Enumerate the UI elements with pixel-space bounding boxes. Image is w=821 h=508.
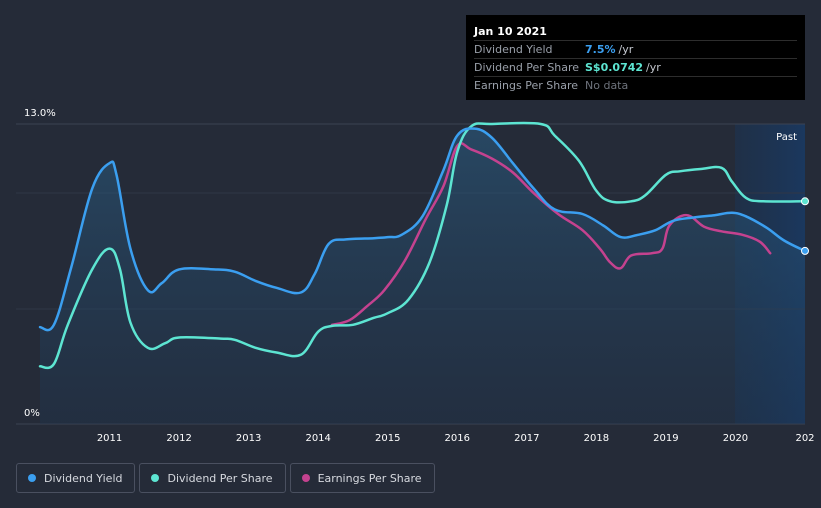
x-tick-label: 2016 <box>445 433 470 444</box>
dividend-yield-end-marker <box>801 246 809 255</box>
dividend-yield-line <box>38 127 807 332</box>
legend-item-earnings-per-share[interactable]: Earnings Per Share <box>289 463 435 493</box>
legend-dot-icon <box>301 474 310 482</box>
legend-item-dividend-per-share[interactable]: Dividend Per Share <box>139 463 286 493</box>
legend-item-dividend-yield[interactable]: Dividend Yield <box>16 463 136 493</box>
legend-label: Earnings Per Share <box>317 471 422 485</box>
x-tick-label: 2011 <box>97 433 122 444</box>
tooltip-row-dividend-yield: Dividend Yield 7.5% /yr <box>474 40 797 58</box>
x-tick-label: 2013 <box>236 433 261 444</box>
tooltip-value: No data <box>585 79 629 92</box>
tooltip-value: 7.5% <box>585 43 616 56</box>
earnings-per-share-line <box>330 142 772 327</box>
x-tick-label: 2014 <box>305 433 330 444</box>
legend-label: Dividend Per Share <box>167 471 273 485</box>
tooltip-label: Dividend Yield <box>474 43 553 56</box>
y-axis-bottom-label: 0% <box>24 408 40 419</box>
tooltip-value: S$0.0742 <box>585 61 644 74</box>
x-tick-label: 2015 <box>375 433 400 444</box>
legend-dot-icon <box>151 474 160 482</box>
tooltip-unit: /yr <box>646 61 661 74</box>
legend-label: Dividend Yield <box>44 471 123 485</box>
past-label: Past <box>776 132 797 143</box>
x-tick-label: 202 <box>795 433 814 444</box>
tooltip-label: Earnings Per Share <box>474 79 579 92</box>
x-tick-label: 2020 <box>723 433 748 444</box>
x-tick-label: 2018 <box>584 433 609 444</box>
x-tick-label: 2019 <box>653 433 678 444</box>
hover-tooltip: Jan 10 2021 Dividend Yield 7.5% /yr Divi… <box>466 15 805 100</box>
x-tick-label: 2012 <box>166 433 191 444</box>
tooltip-unit: /yr <box>618 43 634 56</box>
dividend-per-share-line <box>38 121 807 370</box>
tooltip-label: Dividend Per Share <box>474 61 580 74</box>
tooltip-date: Jan 10 2021 <box>474 25 547 38</box>
x-tick-label: 2017 <box>514 433 539 444</box>
legend-dot-icon <box>28 474 36 482</box>
tooltip-row-dividend-per-share: Dividend Per Share S$0.0742 /yr <box>474 58 797 76</box>
y-axis-top-label: 13.0% <box>24 108 56 119</box>
tooltip-row-earnings-per-share: Earnings Per Share No data <box>474 76 797 94</box>
dividend-per-share-end-marker <box>801 197 809 206</box>
legend: Dividend Yield Dividend Per Share Earnin… <box>16 463 435 493</box>
